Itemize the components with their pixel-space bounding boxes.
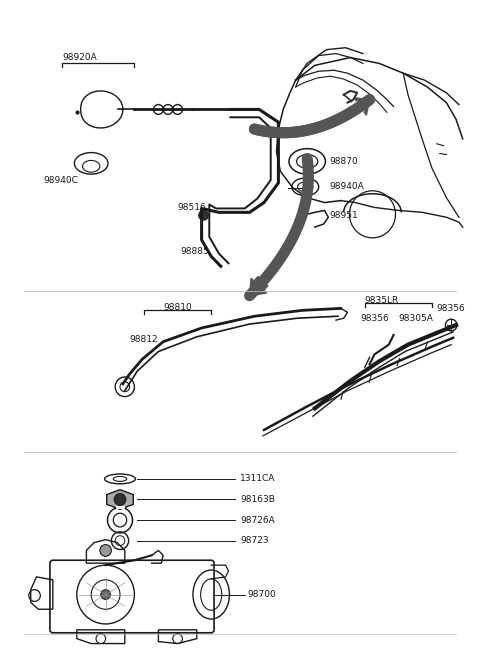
Text: 98951: 98951 [329,211,358,220]
Text: 9835LR: 9835LR [365,296,399,305]
Text: 98356: 98356 [437,304,466,313]
FancyArrow shape [354,98,370,115]
Circle shape [199,210,208,220]
Text: 98810: 98810 [163,303,192,312]
Text: 98885: 98885 [180,247,209,256]
Text: 98940A: 98940A [329,182,364,191]
Text: 98920A: 98920A [62,53,97,62]
Text: 98726A: 98726A [240,515,275,525]
Circle shape [101,590,110,599]
Circle shape [100,544,111,556]
Text: 98812: 98812 [130,335,158,345]
Text: 98723: 98723 [240,536,269,545]
Text: 98163B: 98163B [240,495,275,504]
Text: 98305A: 98305A [398,314,433,323]
Text: 98700: 98700 [248,590,276,599]
Circle shape [114,494,126,506]
Text: 98940C: 98940C [43,176,78,185]
Text: 98870: 98870 [329,157,358,166]
Text: 1311CA: 1311CA [240,474,276,483]
FancyArrow shape [250,276,268,295]
Polygon shape [107,490,133,510]
Text: 98516: 98516 [178,203,206,212]
Text: 98356: 98356 [360,314,389,323]
